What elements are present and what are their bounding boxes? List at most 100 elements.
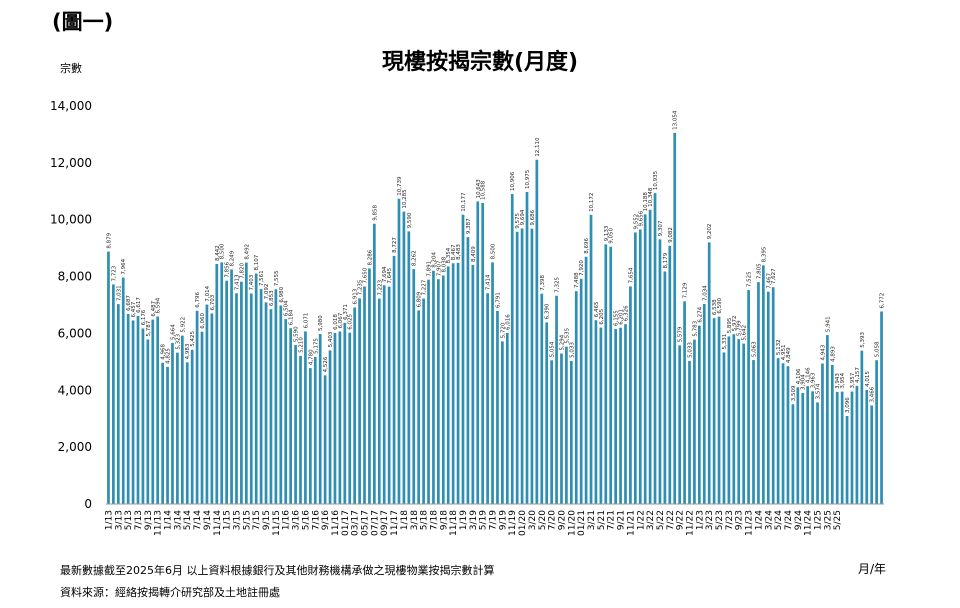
- x-tick-label: 7/22: [666, 510, 676, 530]
- bar: [658, 239, 662, 504]
- data-label: 5,895: [727, 317, 733, 333]
- data-label: 8,500: [491, 243, 497, 259]
- bar: [781, 363, 785, 504]
- data-label: 7,014: [205, 285, 211, 301]
- data-label: 8,395: [761, 246, 767, 262]
- bar: [220, 262, 224, 504]
- bar: [830, 364, 834, 504]
- bar: [821, 363, 824, 504]
- bar: [579, 278, 583, 504]
- data-label: 5,535: [564, 327, 570, 343]
- data-label: 6,617: [136, 297, 142, 313]
- data-label: 8,483: [456, 244, 462, 260]
- y-tick-label: 0: [84, 497, 92, 511]
- bar: [737, 339, 741, 504]
- data-label: 10,643: [476, 179, 482, 199]
- data-label: 8,879: [106, 232, 112, 248]
- bar: [466, 237, 470, 505]
- data-label: 3,943: [835, 373, 841, 389]
- data-label: 9,858: [372, 205, 378, 221]
- x-tick-label: 5/23: [715, 510, 725, 530]
- data-label: 3,096: [845, 397, 851, 413]
- data-label: 4,015: [865, 371, 871, 387]
- data-label: 6,025: [348, 313, 354, 329]
- data-label: 4,983: [185, 343, 191, 359]
- data-label: 3,904: [801, 374, 807, 390]
- data-label: 4,968: [161, 344, 167, 360]
- bar: [574, 291, 578, 504]
- x-tick-label: 05/17: [361, 510, 371, 536]
- x-tick-label: 9/18: [439, 510, 449, 530]
- data-label: 5,972: [732, 315, 738, 331]
- data-label: 7,561: [259, 270, 265, 286]
- data-label: 6,809: [417, 291, 423, 307]
- bar: [215, 264, 219, 504]
- bar: [791, 404, 795, 504]
- data-label: 9,082: [668, 227, 674, 243]
- data-label: 8,179: [663, 252, 669, 268]
- data-label: 7,325: [555, 277, 561, 293]
- x-tick-label: 11/20: [567, 510, 577, 536]
- bar: [663, 271, 667, 504]
- data-label: 9,552: [633, 214, 639, 230]
- data-labels: 8,879 7,723 7,031 7,964 6,6876,4576,6176,176…: [106, 110, 885, 413]
- bar: [845, 415, 849, 504]
- bar: [530, 228, 534, 504]
- data-label: 10,348: [648, 187, 654, 207]
- data-label: 6,590: [717, 297, 723, 313]
- x-tick-label: 5/18: [420, 510, 430, 530]
- bar: [397, 198, 401, 504]
- bar: [318, 333, 322, 504]
- data-label: 7,723: [111, 265, 117, 281]
- data-label: 6,980: [279, 286, 285, 302]
- data-label: 10,935: [653, 170, 659, 190]
- data-label: 5,642: [742, 325, 748, 341]
- x-tick-label: 01/17: [341, 510, 351, 536]
- footnote-data-cutoff: 最新數據截至2025年6月 以上資料根據銀行及其他財務機構承做之現樓物業按揭宗數…: [60, 564, 495, 577]
- x-tick-label: 7/14: [193, 510, 203, 530]
- data-label: 5,132: [776, 339, 782, 355]
- bar: [732, 334, 736, 504]
- bar: [392, 255, 396, 504]
- bar: [584, 256, 588, 504]
- bar: [358, 298, 361, 504]
- x-tick-label: 7/16: [311, 510, 321, 530]
- bar: [722, 352, 726, 504]
- bar: [446, 266, 450, 504]
- data-label: 9,202: [707, 224, 713, 240]
- y-axis-label: 宗數: [60, 62, 82, 75]
- bar: [323, 375, 327, 504]
- data-label: 5,799: [737, 320, 743, 336]
- data-label: 7,129: [683, 282, 689, 298]
- data-label: 6,853: [269, 290, 275, 306]
- bar: [171, 342, 174, 504]
- data-label: 6,538: [712, 299, 718, 315]
- x-tick-label: 7/19: [489, 510, 499, 530]
- data-label: 7,907: [436, 260, 442, 276]
- data-label: 7,525: [747, 271, 753, 287]
- bar: [313, 356, 317, 504]
- x-tick-label: 11/19: [508, 510, 518, 536]
- bar: [264, 302, 268, 504]
- data-label: 9,694: [520, 209, 526, 225]
- x-tick-label: 7/20: [548, 510, 558, 530]
- data-label: 10,177: [461, 192, 467, 212]
- data-label: 9,307: [658, 220, 664, 236]
- bar: [437, 279, 440, 504]
- data-label: 5,063: [752, 341, 758, 357]
- bars: [107, 132, 883, 505]
- bar: [427, 279, 430, 504]
- data-label: 5,058: [875, 341, 881, 357]
- bar: [279, 305, 283, 504]
- data-label: 5,980: [318, 315, 324, 331]
- bar: [757, 282, 760, 504]
- bar: [540, 293, 544, 504]
- x-tick-label: 3/24: [764, 510, 774, 530]
- bar: [762, 265, 765, 504]
- data-label: 8,262: [412, 250, 418, 266]
- bar: [289, 328, 293, 504]
- bar: [826, 335, 829, 504]
- bar: [269, 309, 273, 504]
- data-label: 7,235: [358, 279, 364, 295]
- x-tick-label: 9/23: [735, 510, 745, 530]
